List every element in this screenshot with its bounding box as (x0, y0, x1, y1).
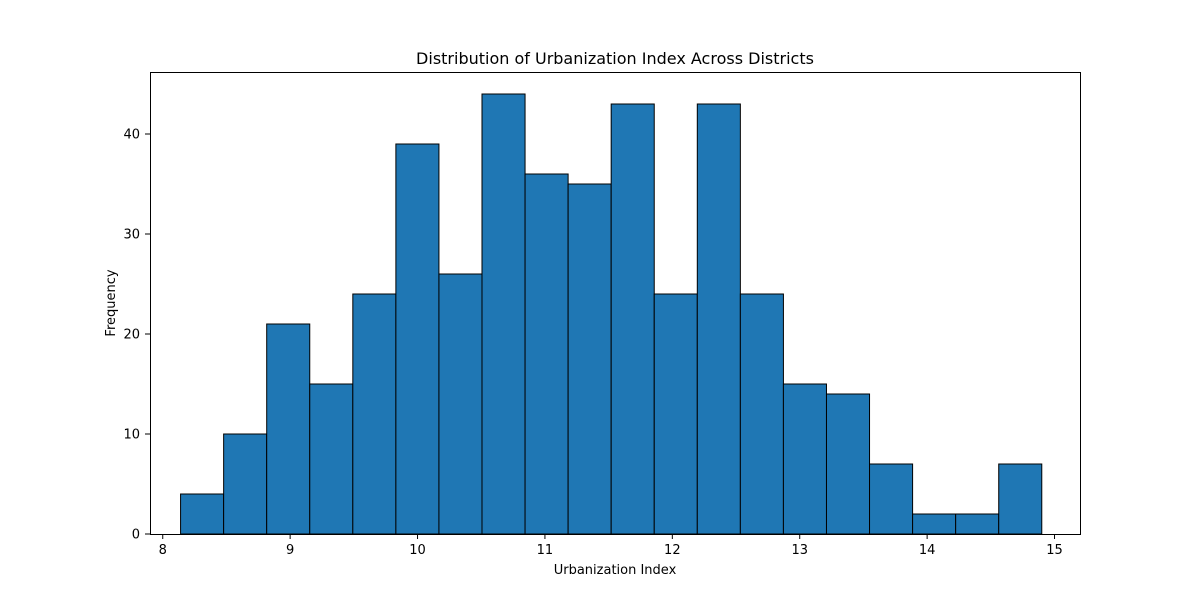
x-tick-label: 12 (664, 543, 681, 558)
y-tick-label: 30 (123, 228, 140, 243)
histogram-bar (782, 383, 827, 535)
histogram-bar (309, 383, 354, 535)
histogram-bar (998, 463, 1043, 535)
histogram-bar (869, 463, 914, 535)
histogram-bar (438, 273, 483, 535)
histogram-bar (696, 103, 741, 535)
y-tick-label: 10 (123, 428, 140, 443)
histogram-bar (825, 393, 871, 535)
histogram-bar (395, 143, 440, 535)
y-tick-label: 0 (132, 528, 140, 543)
histogram-bar (180, 493, 225, 535)
x-axis-label: Urbanization Index (554, 563, 677, 578)
x-tick-label: 15 (1046, 543, 1063, 558)
plot-frame (150, 72, 1081, 535)
histogram-bar (610, 103, 655, 535)
bars-group (180, 93, 1043, 535)
x-tick-label: 13 (791, 543, 808, 558)
histogram-bar (739, 293, 784, 535)
x-tick-label: 10 (409, 543, 426, 558)
chart-title: Distribution of Urbanization Index Acros… (416, 49, 814, 68)
y-axis-ticks: 0 10 20 30 40 (123, 128, 150, 543)
histogram-bar (524, 173, 569, 535)
y-tick-label: 40 (123, 128, 140, 143)
y-axis-label: Frequency (104, 269, 119, 336)
histogram-bar (266, 323, 311, 535)
x-tick-label: 14 (919, 543, 936, 558)
x-tick-label: 9 (286, 543, 294, 558)
histogram-bar (352, 293, 397, 535)
histogram-bar (567, 183, 612, 535)
x-axis-ticks: 8 9 10 11 12 13 14 15 (159, 534, 1063, 558)
y-tick-label: 20 (123, 328, 140, 343)
x-tick-label: 8 (159, 543, 167, 558)
histogram-bar (653, 293, 698, 535)
histogram-bar (223, 433, 268, 535)
histogram-bar (955, 513, 1000, 535)
x-tick-label: 11 (537, 543, 554, 558)
histogram-bar (481, 93, 526, 535)
histogram-bar (912, 513, 957, 535)
